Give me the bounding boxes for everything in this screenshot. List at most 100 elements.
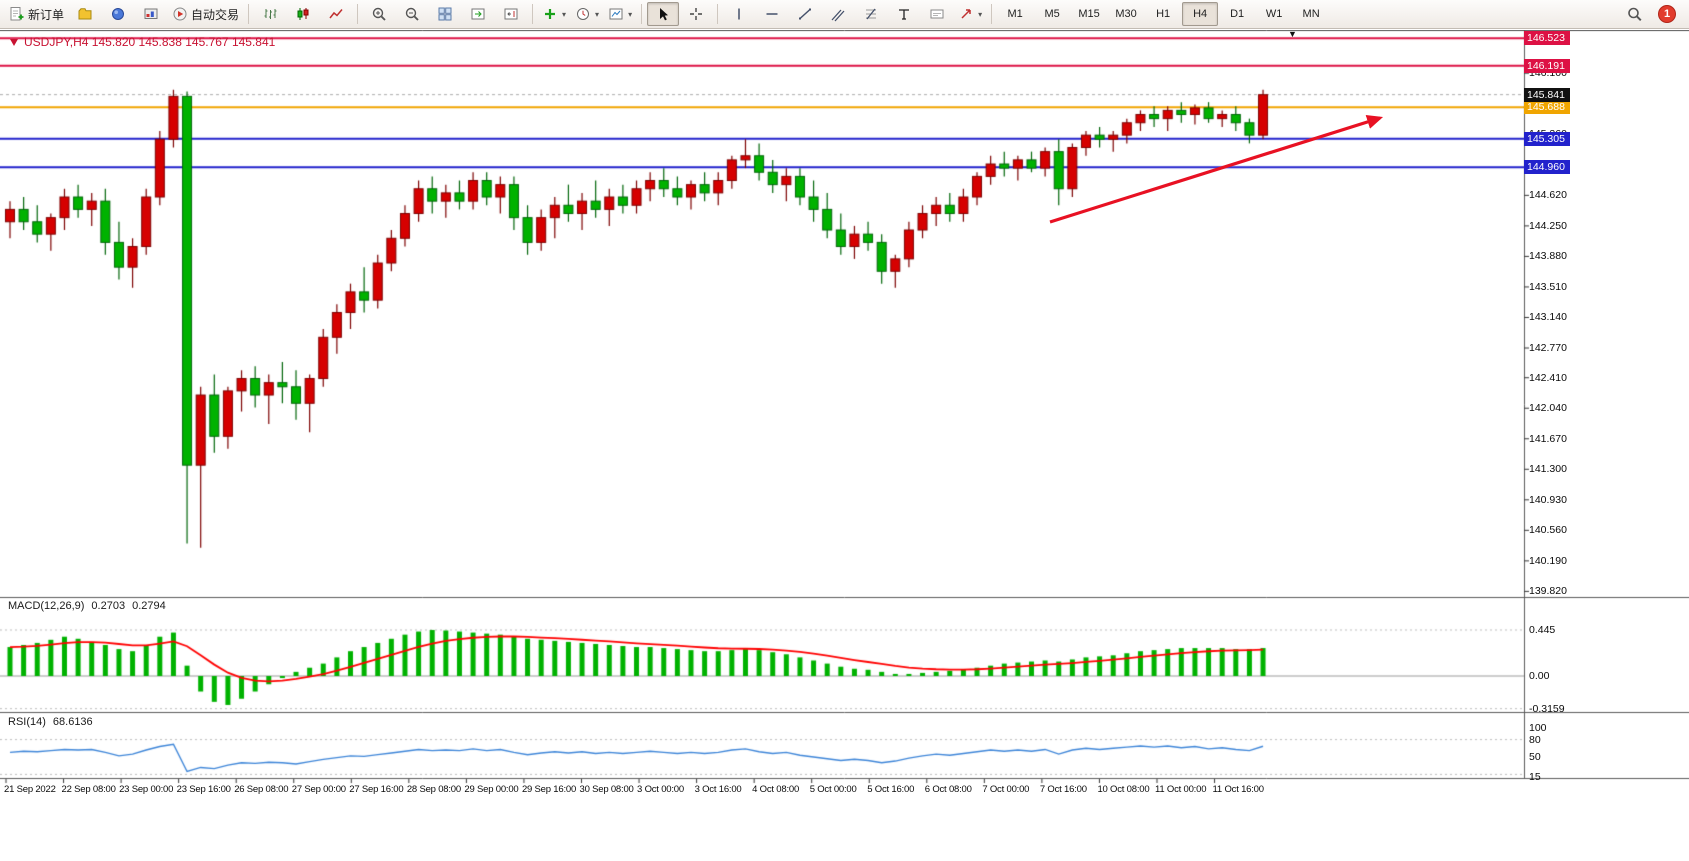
price-level-box: 145.305 [1524,131,1570,146]
trendline-icon [799,8,812,20]
time-axis-label: 5 Oct 16:00 [867,784,915,795]
timeframe-button-m30[interactable]: M30 [1115,8,1137,20]
price-level-box: 144.960 [1524,160,1570,175]
tile-windows-button[interactable] [429,2,461,26]
channel-tool-button[interactable] [822,2,854,26]
text-icon [899,9,910,20]
channel-icon [831,9,845,22]
navigator-globe-icon [112,8,125,20]
search-button[interactable] [1618,2,1650,26]
time-axis-label: 27 Sep 16:00 [349,784,404,795]
bar-chart-button[interactable] [254,2,286,26]
arrow-object-icon [961,9,971,19]
terminal-button[interactable] [135,2,167,26]
price-axis-tick: 144.250 [1529,219,1567,232]
crosshair-button[interactable] [680,2,712,26]
price-level-box: 146.523 [1524,31,1570,46]
crosshair-icon [690,8,703,20]
auto-scroll-button[interactable] [462,2,494,26]
bar-chart-icon [264,9,277,19]
rsi-scale-label: 15 [1529,771,1541,784]
time-axis-label: 23 Sep 16:00 [176,784,231,795]
line-chart-button[interactable] [320,2,352,26]
chart-shift-icon [504,8,518,20]
zoom-in-button[interactable] [363,2,395,26]
time-axis-label: 26 Sep 08:00 [234,784,289,795]
price-axis-tick: 139.820 [1529,585,1567,598]
clock-icon [577,8,590,20]
time-axis-label: 28 Sep 08:00 [406,784,461,795]
dropdown-caret-icon: ▾ [628,9,633,19]
periods-button[interactable]: ▾ [571,2,603,26]
timeframe-button-mn[interactable]: MN [1302,8,1320,20]
toolbar: 新订单 自动交易 ▾ ▾ [0,0,1689,29]
toolbar-separator [357,4,359,24]
time-axis-label: 21 Sep 2022 [4,784,56,795]
price-axis-tick: 141.300 [1529,463,1567,476]
time-axis-label: 29 Sep 16:00 [521,784,577,795]
toolbar-separator [991,4,993,24]
chart-shift-button[interactable] [495,2,527,26]
time-axis-label: 3 Oct 00:00 [637,784,684,795]
rsi-value: 68.6136 [52,716,93,728]
price-axis-tick: 140.190 [1529,554,1567,567]
timeframe-button-h1[interactable]: H1 [1156,8,1171,20]
time-axis-label: 6 Oct 08:00 [924,784,972,795]
trendline-tool-button[interactable] [789,2,821,26]
price-axis-tick: 140.930 [1529,493,1567,506]
current-price-box: 145.841 [1524,87,1570,102]
timeframe-button-m15[interactable]: M15 [1078,8,1100,20]
macd-name: MACD(12,26,9) [8,600,85,612]
vertical-line-tool-button[interactable] [723,2,755,26]
vertical-line-icon [738,8,740,20]
timeframe-button-m5[interactable]: M5 [1044,8,1060,20]
timeframe-button-w1[interactable]: W1 [1265,8,1283,20]
macd-indicator-label: MACD(12,26,9) 0.2703 0.2794 [8,600,166,612]
autotrading-label: 自动交易 [191,7,240,22]
timeframe-button-h4[interactable]: H4 [1182,2,1219,26]
notification-badge[interactable]: 1 [1658,5,1676,23]
cursor-button[interactable] [647,2,680,26]
candlestick-chart-button[interactable] [287,2,319,26]
dropdown-caret-icon: ▾ [978,9,983,19]
symbol-icon [10,38,18,46]
rsi-scale-label: 100 [1529,722,1547,734]
macd-scale-label: -0.3159 [1529,702,1565,715]
add-indicator-icon [545,9,556,19]
price-axis-tick: 142.770 [1529,342,1567,354]
rsi-name: RSI(14) [8,716,46,728]
price-axis-tick: 140.560 [1529,524,1567,537]
price-axis-tick: 143.880 [1529,250,1567,263]
time-axis-label: 11 Oct 00:00 [1155,784,1207,795]
profiles-button[interactable] [69,2,101,26]
timeframe-button-m1[interactable]: M1 [1007,8,1023,20]
fibonacci-icon [866,8,877,20]
new-order-label: 新订单 [28,7,65,22]
zoom-out-button[interactable] [396,2,428,26]
new-order-icon [10,7,24,21]
time-axis-label: 7 Oct 16:00 [1039,784,1087,795]
new-order-button[interactable]: 新订单 [5,2,68,26]
autotrading-button[interactable]: 自动交易 [168,2,243,26]
toolbar-right-group: 1 [1618,2,1684,26]
template-chart-icon [609,8,623,20]
arrows-tool-button[interactable]: ▾ [954,2,986,26]
timeframe-button-d1[interactable]: D1 [1230,8,1245,20]
horizontal-line-icon [766,13,778,15]
templates-button[interactable]: ▾ [604,2,636,26]
timeframe-group: M1 M5 M15 M30 H1 H4 D1 W1 MN [997,2,1329,26]
price-chart-canvas[interactable] [0,30,1689,861]
horizontal-line-tool-button[interactable] [756,2,788,26]
profiles-folder-icon [78,8,92,20]
macd-value-signal: 0.2794 [132,600,166,612]
fibonacci-tool-button[interactable] [855,2,887,26]
text-label-tool-button[interactable] [921,2,953,26]
price-axis-tick: 142.410 [1529,371,1567,384]
text-tool-button[interactable] [888,2,920,26]
toolbar-separator [248,4,250,24]
time-axis-label: 4 Oct 08:00 [752,784,800,795]
price-axis-tick: 143.140 [1529,311,1567,324]
chart-title: USDJPY,H4 145.820 145.838 145.767 145.84… [10,35,275,49]
navigator-button[interactable] [102,2,134,26]
indicators-button[interactable]: ▾ [538,2,570,26]
